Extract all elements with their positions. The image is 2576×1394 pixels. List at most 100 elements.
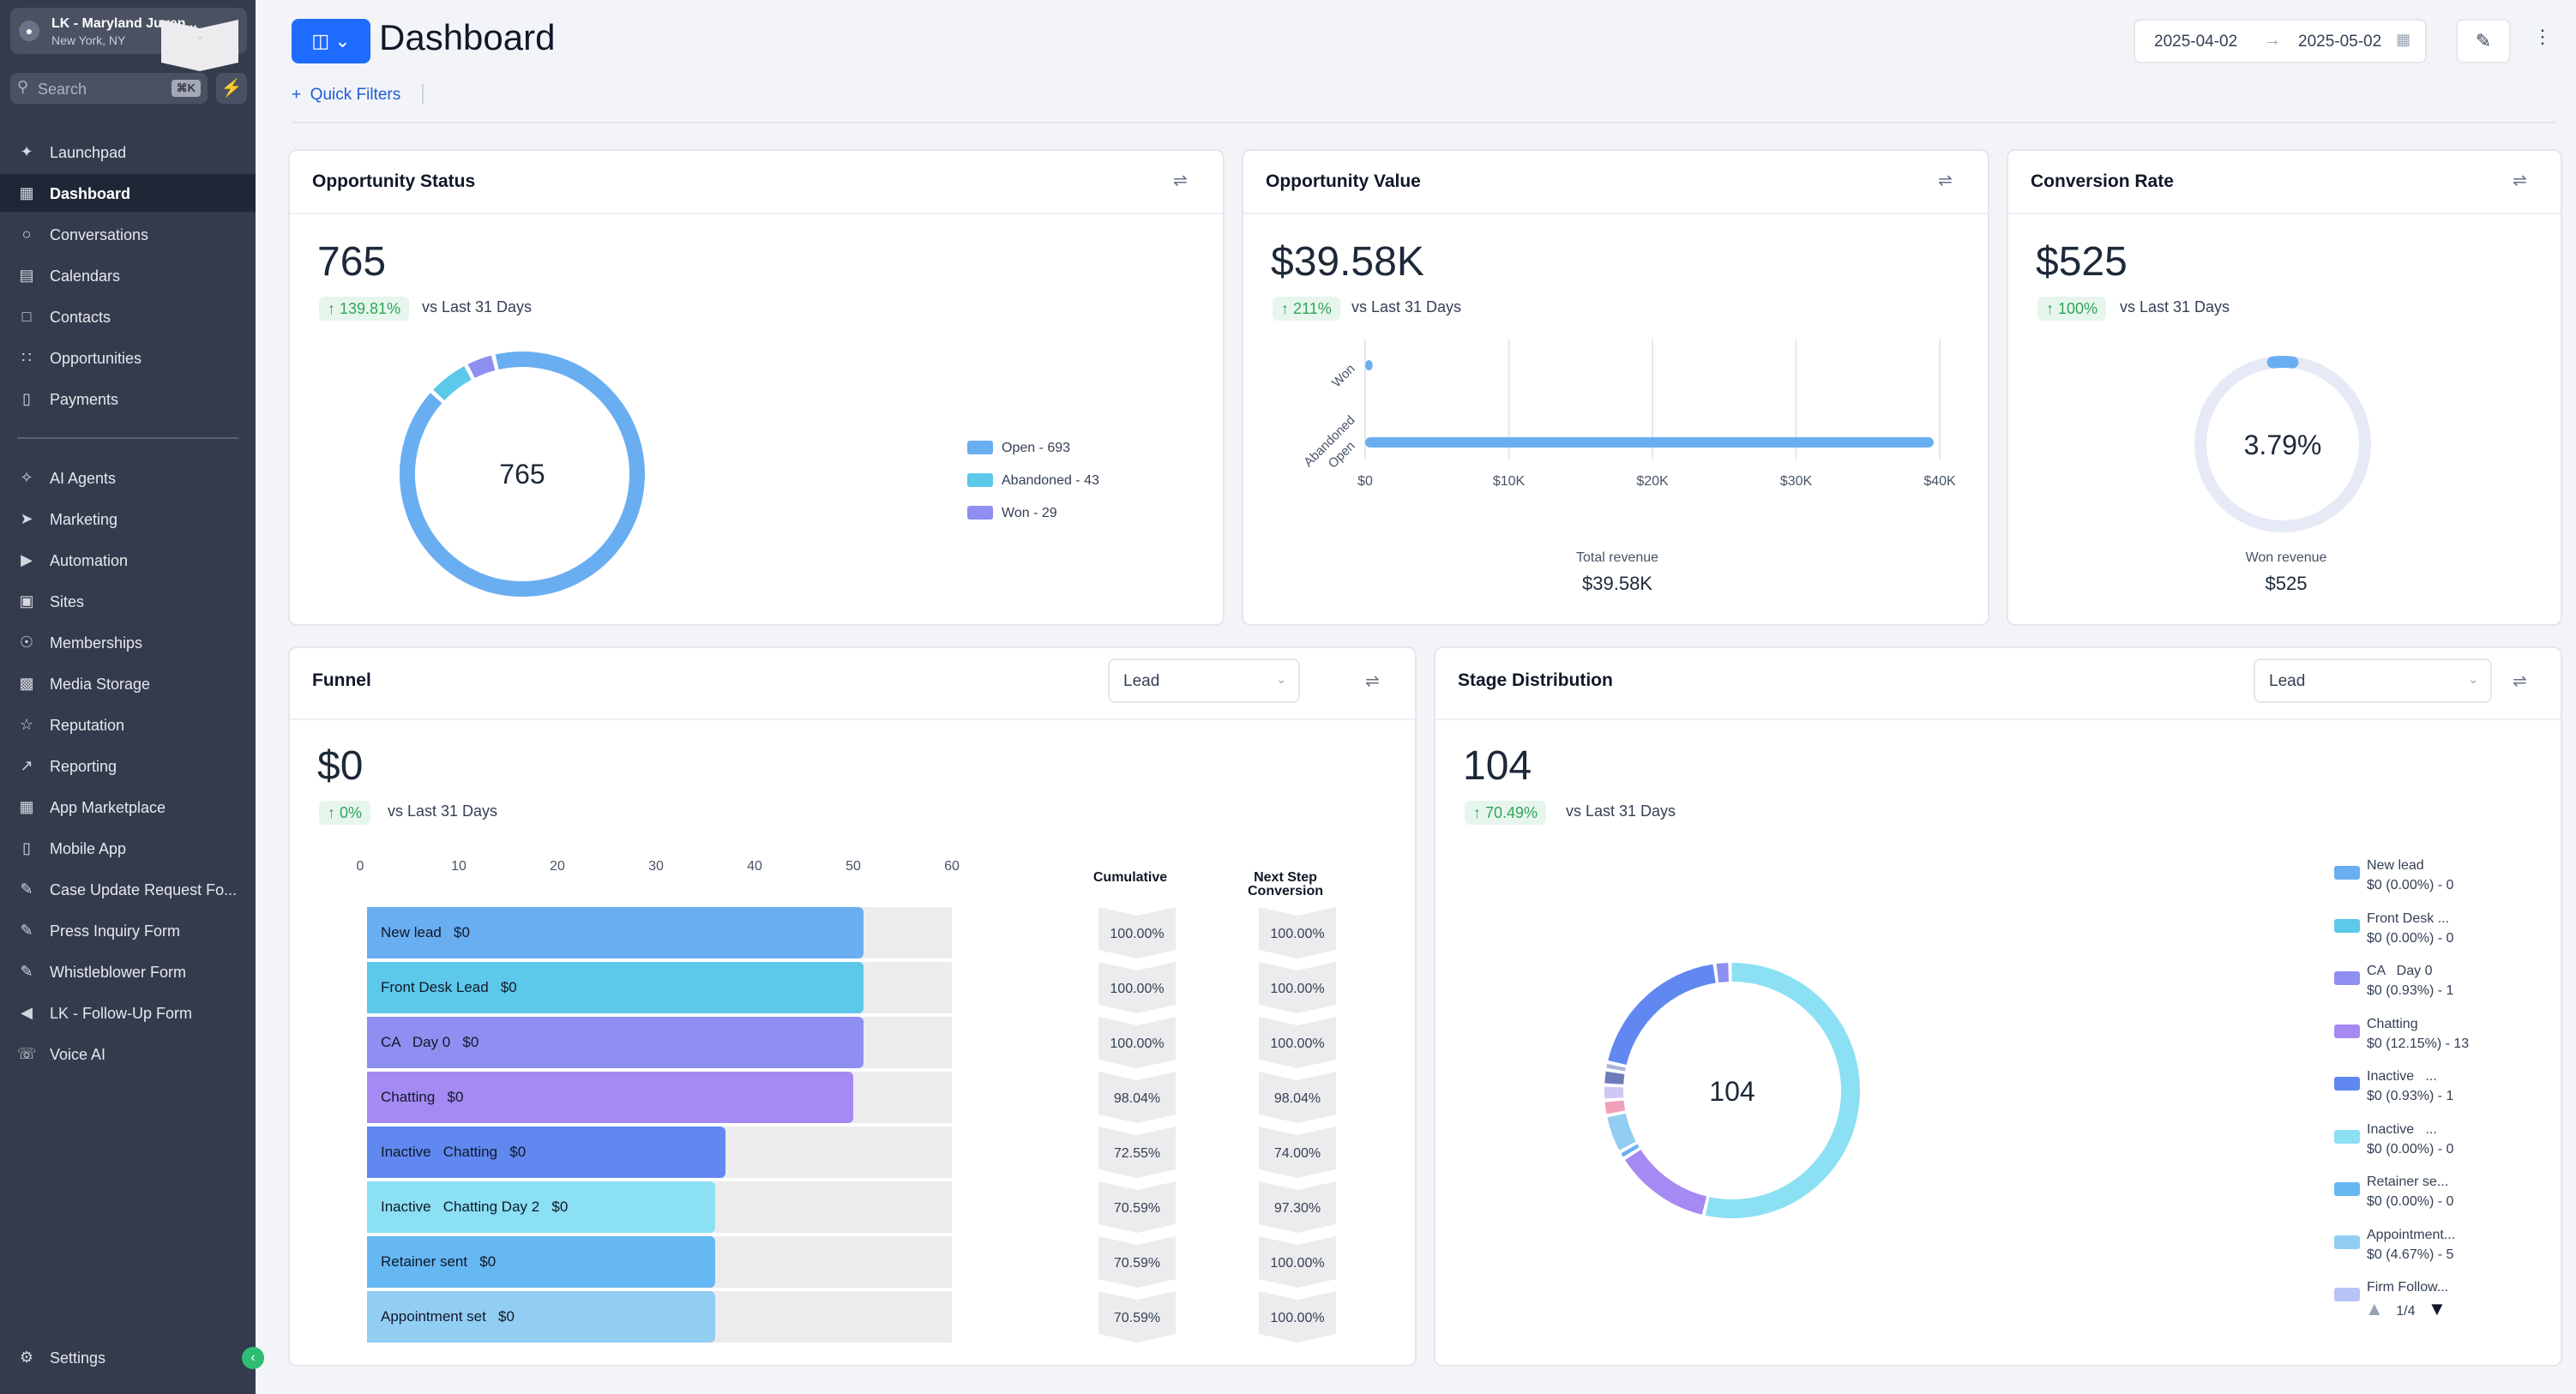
arrow-up-icon: ↑ [1473,804,1481,821]
sidebar-item-media-storage[interactable]: ▩ Media Storage [0,664,256,702]
chat-bubble-icon: ○ [21,225,32,243]
sidebar-item-ai-agents[interactable]: ✧ AI Agents [0,459,256,496]
pager-next-icon[interactable]: ▼ [2427,1298,2447,1319]
filter-sliders-icon[interactable]: ⇌ [2513,672,2527,691]
legend-name: Appointment... [2367,1227,2456,1242]
stage-distribution-slice[interactable] [1716,963,1730,982]
metric-value: 765 [317,239,387,285]
bar-open[interactable] [1365,437,1934,448]
stage-distribution-slice[interactable] [1705,962,1860,1218]
filter-sliders-icon[interactable]: ⇌ [1938,171,1953,190]
next-step-cell: 100.00% [1259,1017,1336,1068]
legend-text: Retainer se... $0 (0.00%) - 0 [2367,1172,2453,1211]
sidebar-item-memberships[interactable]: ☉ Memberships [0,623,256,661]
sidebar-item-settings[interactable]: ⚙ Settings [0,1338,256,1376]
legend-swatch [2334,866,2360,880]
sidebar-item-marketing[interactable]: ➤ Marketing [0,500,256,538]
sidebar-item-dashboard[interactable]: ▦ Dashboard [0,174,256,212]
funnel-bar[interactable]: New lead $0 [367,907,864,958]
sidebar-item-reporting[interactable]: ↗ Reporting [0,747,256,784]
legend-name: New lead [2367,858,2424,873]
stage-distribution-slice[interactable] [1604,1071,1625,1085]
card-title: Stage Distribution [1458,670,1613,690]
funnel-bar[interactable]: Inactive Chatting Day 2 $0 [367,1181,715,1233]
sidebar-item-opportunities[interactable]: ∷ Opportunities [0,339,256,376]
funnel-bar[interactable]: Inactive Chatting $0 [367,1127,725,1178]
legend-item: Abandoned - 43 [967,473,1099,489]
dashboard-switcher-button[interactable]: ◫ ⌄ [292,19,370,63]
legend-detail: $0 (0.00%) - 0 [2367,930,2454,946]
sidebar-item-app-marketplace[interactable]: ▦ App Marketplace [0,788,256,826]
sidebar-item-whistleblower-form[interactable]: ✎ Whistleblower Form [0,952,256,990]
total-revenue-value: $39.58K [1582,573,1652,594]
quick-filters-button[interactable]: + Quick Filters [292,86,400,105]
funnel-bar[interactable]: Retainer sent $0 [367,1236,715,1288]
date-range-picker[interactable]: 2025-04-02 → 2025-05-02 ▦ [2134,19,2427,63]
bar-won[interactable] [1365,360,1373,370]
opportunity-status-slice[interactable] [400,352,645,597]
stage-distribution-slice[interactable] [1621,1144,1640,1157]
opportunity-status-slice[interactable] [433,366,472,401]
sidebar-item-conversations[interactable]: ○ Conversations [0,215,256,253]
sidebar-item-press-inquiry-form[interactable]: ✎ Press Inquiry Form [0,911,256,949]
card-title: Opportunity Value [1266,171,1421,191]
stage-distribution-slice[interactable] [1607,1113,1636,1151]
funnel-bar[interactable]: Chatting $0 [367,1072,853,1123]
sidebar-item-voice-ai[interactable]: ☏ Voice AI [0,1035,256,1073]
stage-select[interactable]: Lead ⌄ [2254,658,2492,703]
arrow-up-icon: ↑ [2046,300,2054,317]
legend-name: Firm Follow... [2367,1280,2449,1295]
sidebar-item-reputation[interactable]: ☆ Reputation [0,706,256,743]
legend-text: Inactive ... $0 (0.93%) - 1 [2367,1067,2453,1106]
funnel-bar[interactable]: Appointment set $0 [367,1291,715,1343]
legend-swatch [2334,918,2360,933]
next-step-cell: 74.00% [1259,1127,1336,1178]
pager-prev-icon[interactable]: ▲ [2365,1298,2384,1319]
legend-text: Chatting $0 (12.15%) - 13 [2367,1014,2469,1054]
change-value: 0% [340,804,363,821]
funnel-bar[interactable]: Front Desk Lead $0 [367,962,864,1013]
arrow-up-icon: ↑ [1281,300,1289,317]
stage-distribution-slice[interactable] [1604,1100,1626,1115]
sidebar-item-mobile-app[interactable]: ▯ Mobile App [0,829,256,867]
sidebar-item-lk-follow-up-form[interactable]: ◀ LK - Follow-Up Form [0,994,256,1031]
sidebar-item-label: Press Inquiry Form [50,922,181,940]
divider [422,84,424,105]
sidebar-item-sites[interactable]: ▣ Sites [0,582,256,620]
conversion-slice[interactable] [2266,356,2299,369]
account-switcher[interactable]: ● LK - Maryland Juven... New York, NY ⌃ ⌄ [10,8,247,54]
date-end[interactable]: 2025-05-02 [2298,33,2382,51]
sidebar-item-case-update-request-fo[interactable]: ✎ Case Update Request Fo... [0,870,256,908]
filter-sliders-icon[interactable]: ⇌ [2513,171,2527,190]
edit-button[interactable]: ✎ [2456,19,2511,63]
filter-sliders-icon[interactable]: ⇌ [1365,672,1380,691]
change-value: 70.49% [1485,804,1538,821]
more-options-icon[interactable]: ⋮ [2533,26,2552,47]
sidebar-item-calendars[interactable]: ▤ Calendars [0,256,256,294]
legend-name: Front Desk ... [2367,910,2450,926]
sidebar-item-launchpad[interactable]: ✦ Launchpad [0,133,256,171]
funnel-stage-select[interactable]: Lead ⌄ [1108,658,1300,703]
sparkle-icon: ✧ [20,469,33,486]
sidebar-item-label: Opportunities [50,350,142,367]
cumulative-header: Cumulative [1092,870,1168,885]
search-input[interactable]: ⚲ Search ⌘K [10,73,208,104]
star-icon: ☆ [19,716,34,733]
stage-distribution-slice[interactable] [1608,964,1716,1066]
legend-text: Front Desk ... $0 (0.00%) - 0 [2367,909,2453,948]
arrow-up-icon: ↑ [328,300,335,317]
collapse-sidebar-button[interactable]: ‹ [242,1347,264,1369]
filter-sliders-icon[interactable]: ⇌ [1173,171,1188,190]
date-start[interactable]: 2025-04-02 [2154,33,2238,51]
opportunity-status-slice[interactable] [467,355,496,379]
funnel-bar[interactable]: CA Day 0 $0 [367,1017,864,1068]
quick-action-bolt-icon[interactable]: ⚡ [216,73,247,104]
stage-distribution-slice[interactable] [1624,1149,1707,1215]
sidebar-item-automation[interactable]: ▶ Automation [0,541,256,579]
pencil-icon: ✎ [20,922,33,939]
card-divider [290,718,1415,720]
sidebar-item-payments[interactable]: ▯ Payments [0,380,256,418]
chevron-down-icon: ⌄ [2468,672,2478,686]
sidebar-item-contacts[interactable]: □ Contacts [0,297,256,335]
